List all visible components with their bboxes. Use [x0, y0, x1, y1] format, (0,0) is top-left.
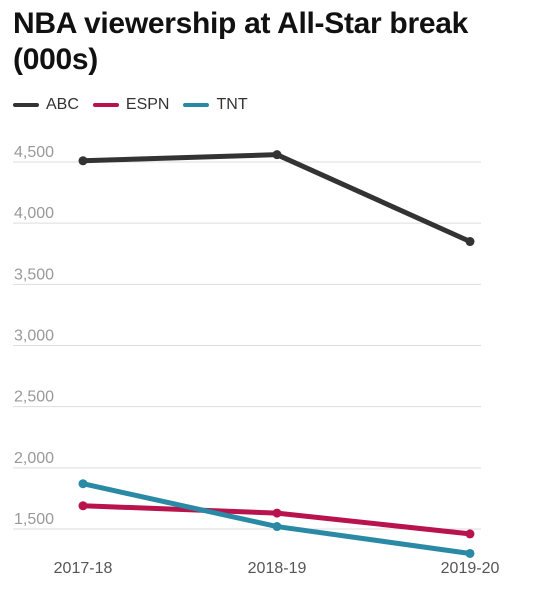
- legend-swatch-tnt: [183, 103, 210, 107]
- y-tick-label: 2,500: [14, 389, 54, 406]
- data-point-tnt: [78, 479, 88, 489]
- legend-label-espn: ESPN: [125, 96, 170, 113]
- data-point-abc: [272, 150, 282, 160]
- data-point-espn: [272, 508, 282, 518]
- legend-label-abc: ABC: [46, 96, 79, 113]
- legend-swatch-espn: [92, 103, 119, 107]
- data-point-abc: [78, 156, 88, 166]
- legend-item-espn: ESPN: [92, 96, 170, 114]
- y-tick-label: 3,500: [14, 266, 54, 283]
- data-point-espn: [78, 501, 88, 511]
- legend: ABC ESPN TNT: [13, 93, 248, 117]
- data-point-espn: [465, 529, 475, 539]
- y-tick-label: 4,000: [14, 205, 54, 222]
- y-tick-label: 1,500: [14, 511, 54, 528]
- legend-item-abc: ABC: [13, 96, 79, 114]
- y-tick-label: 3,000: [14, 328, 54, 345]
- data-point-tnt: [272, 522, 282, 532]
- y-tick-label: 2,000: [14, 450, 54, 467]
- x-tick-label: 2018-19: [248, 560, 307, 577]
- x-tick-label: 2019-20: [441, 560, 500, 577]
- x-tick-label: 2017-18: [54, 560, 113, 577]
- y-tick-label: 4,500: [14, 144, 54, 161]
- data-point-abc: [465, 237, 475, 247]
- chart-title: NBA viewership at All-Star break (000s): [13, 7, 468, 76]
- legend-item-tnt: TNT: [183, 96, 248, 114]
- series-line-abc: [80, 152, 473, 245]
- series-line-tnt: [80, 481, 473, 556]
- data-point-tnt: [465, 548, 475, 558]
- legend-swatch-abc: [13, 103, 39, 107]
- legend-label-tnt: TNT: [216, 96, 248, 113]
